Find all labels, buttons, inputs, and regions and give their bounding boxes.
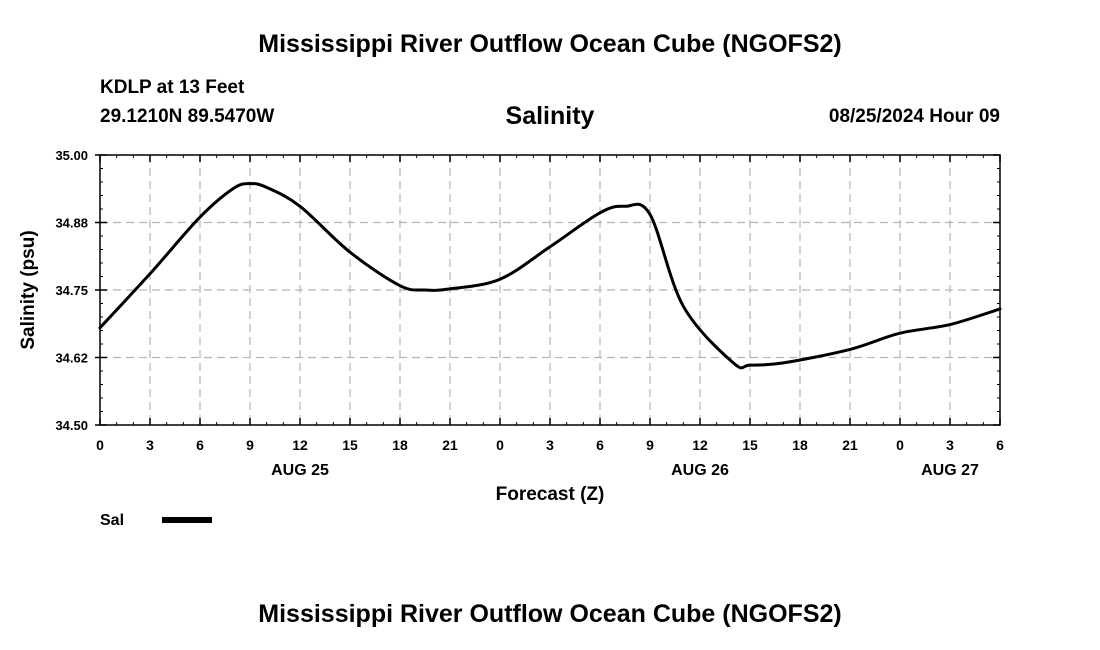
y-axis-label: Salinity (psu)	[18, 230, 39, 349]
x-tick-label: 9	[646, 437, 654, 453]
salinity-series-line	[98, 182, 1002, 370]
x-tick-labels: 0 3 6 9 12 15 18 21 0 3 6 9 12 15 18 21 0 3 6	[96, 437, 1004, 453]
x-tick-label: 3	[146, 437, 154, 453]
date-label: AUG 26	[671, 462, 729, 479]
grid-lines	[100, 155, 1000, 425]
chart-title: Mississippi River Outflow Ocean Cube (NG…	[258, 30, 842, 58]
legend: Sal	[100, 512, 212, 529]
forecast-timestamp: 08/25/2024 Hour 09	[828, 106, 1000, 127]
x-tick-label: 18	[392, 437, 408, 453]
y-tick-label: 34.88	[55, 216, 88, 231]
x-tick-label: 9	[246, 437, 254, 453]
x-tick-label: 12	[692, 437, 708, 453]
x-tick-label: 21	[442, 437, 458, 453]
y-tick-label: 35.00	[55, 148, 88, 163]
station-coordinates: 29.1210N 89.5470W	[100, 106, 275, 127]
x-tick-label: 3	[546, 437, 554, 453]
x-tick-label: 0	[96, 437, 104, 453]
x-tick-label: 12	[292, 437, 308, 453]
x-tick-label: 21	[842, 437, 858, 453]
x-tick-label: 0	[496, 437, 504, 453]
x-tick-label: 15	[342, 437, 358, 453]
x-tick-label: 6	[596, 437, 604, 453]
x-axis-label: Forecast (Z)	[496, 484, 605, 505]
x-tick-label: 15	[742, 437, 758, 453]
x-tick-label: 6	[996, 437, 1004, 453]
x-tick-label: 18	[792, 437, 808, 453]
date-label: AUG 25	[271, 462, 329, 479]
date-label: AUG 27	[921, 462, 979, 479]
station-label: KDLP at 13 Feet	[100, 77, 245, 98]
x-tick-label: 0	[896, 437, 904, 453]
plot-frame	[99, 154, 1001, 426]
y-tick-label: 34.62	[55, 351, 88, 366]
y-tick-label: 34.75	[55, 283, 88, 298]
legend-label-sal: Sal	[100, 512, 124, 529]
y-tick-labels: 34.50 34.62 34.75 34.88 35.00	[55, 148, 88, 433]
x-tick-label: 3	[946, 437, 954, 453]
y-tick-label: 34.50	[55, 418, 88, 433]
date-labels: AUG 25 AUG 26 AUG 27	[271, 462, 979, 479]
x-tick-label: 6	[196, 437, 204, 453]
footer-title: Mississippi River Outflow Ocean Cube (NG…	[258, 600, 842, 628]
variable-title: Salinity	[505, 102, 595, 130]
